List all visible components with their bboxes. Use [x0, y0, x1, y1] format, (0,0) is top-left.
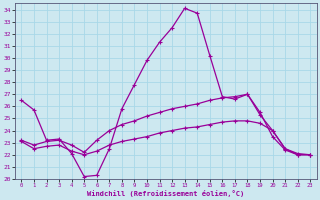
X-axis label: Windchill (Refroidissement éolien,°C): Windchill (Refroidissement éolien,°C): [87, 190, 244, 197]
